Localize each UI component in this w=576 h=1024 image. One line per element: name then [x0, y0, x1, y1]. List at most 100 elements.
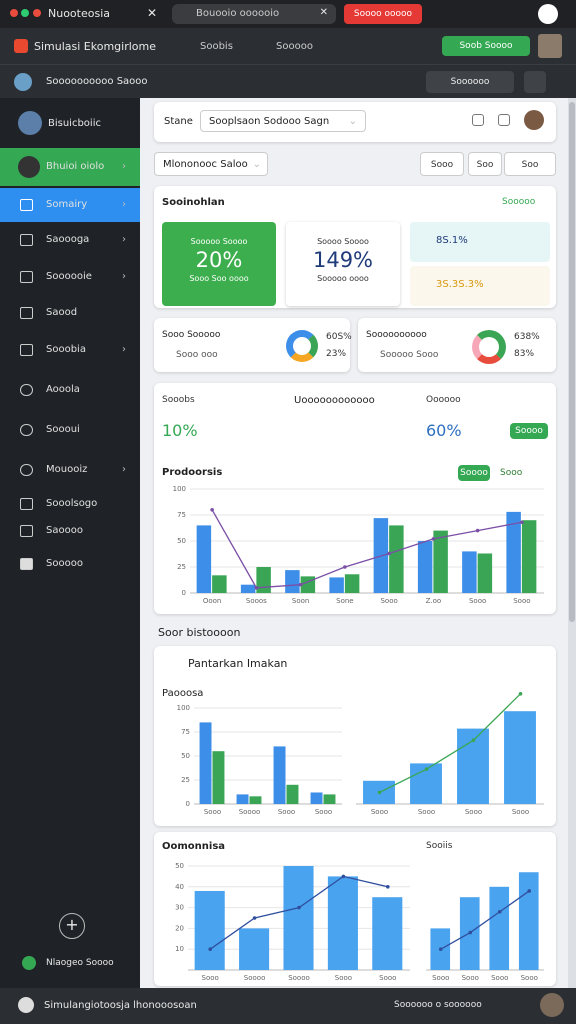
nav-item[interactable]: Bhuioi oiolo ›	[0, 148, 140, 186]
shape	[498, 114, 510, 126]
app-title: Simulasi Ekomgirlome	[34, 40, 157, 53]
shape	[10, 9, 18, 17]
label: Oooooo	[426, 395, 461, 405]
label: 83%	[514, 349, 535, 359]
label: Oomonnisa	[162, 841, 226, 852]
nav-item[interactable]: Aooola	[0, 373, 140, 407]
nav-item[interactable]: Saood	[0, 296, 140, 330]
tab[interactable]: Sooobs	[162, 395, 195, 405]
bar	[433, 530, 448, 593]
shape	[20, 271, 33, 283]
point	[518, 692, 523, 696]
label: 20%	[195, 248, 243, 272]
shape	[20, 464, 33, 476]
nav-item[interactable]: Sooooo	[0, 547, 140, 581]
chart-card: Sooobs Uoooooooooooo Oooooo 10% 60% Sooo…	[154, 383, 556, 614]
bar	[256, 567, 271, 593]
x-tick-label: Sooo	[465, 808, 482, 816]
y-tick-label: 40	[175, 883, 184, 891]
search-box[interactable]: Bouooio oooooio ✕	[172, 4, 336, 24]
label: Sooooo	[46, 558, 83, 569]
bar	[323, 794, 336, 804]
shape: ✕	[319, 7, 328, 18]
label: Saoooga	[46, 234, 90, 245]
shape	[472, 330, 506, 364]
x-tick-label: Soon	[292, 597, 309, 605]
shape: ›	[122, 464, 126, 475]
label: Sooo Soo oooo	[189, 274, 249, 283]
button[interactable]: Soo	[468, 152, 502, 176]
shape	[33, 9, 41, 17]
point	[341, 874, 346, 879]
tab[interactable]: Sooooo	[276, 41, 313, 52]
y-tick-label: 100	[177, 704, 190, 712]
point	[438, 947, 443, 951]
section-title: Soor bistoooon	[158, 626, 241, 639]
point	[208, 947, 212, 951]
bar	[212, 751, 225, 804]
shape: ›	[122, 161, 126, 172]
x-tick-label: Ooon	[203, 597, 222, 605]
point	[252, 916, 257, 920]
x-tick-label: Sooo	[432, 974, 449, 982]
nav-item[interactable]: Sooobia ›	[0, 333, 140, 367]
nav-item[interactable]: Saoooo	[0, 514, 140, 548]
button[interactable]: Soooo	[510, 423, 548, 439]
y-tick-label: 10	[175, 945, 184, 953]
button[interactable]: Soooooo	[426, 71, 514, 93]
button[interactable]: Soo	[504, 152, 556, 176]
nav-item[interactable]: Somairy ›	[0, 188, 140, 222]
shape	[20, 384, 33, 396]
x-tick-label: Sooo	[469, 597, 486, 605]
label: Sooiis	[426, 841, 453, 851]
shape	[18, 156, 40, 178]
nav-item[interactable]: Saoooga ›	[0, 223, 140, 257]
button[interactable]: Soob Soooo	[442, 36, 530, 56]
y-tick-label: 50	[181, 752, 190, 760]
select[interactable]: Sooplsaon Sodooo Sagn ⌄	[200, 110, 366, 132]
bar	[236, 794, 249, 804]
shape: ›	[122, 234, 126, 245]
shape	[20, 525, 33, 537]
shape	[20, 234, 33, 246]
bar	[285, 570, 300, 593]
bar	[196, 525, 212, 593]
sidebar-footer: Nlaogeo Soooo	[46, 958, 114, 968]
bar	[504, 711, 536, 804]
summary-card: Sooinohlan Sooooo Sooooo Soooo 20% Sooo …	[154, 186, 556, 308]
shape	[22, 956, 36, 970]
x-tick-label: Sooo	[371, 808, 388, 816]
toolbar: Stane Sooplsaon Sodooo Sagn ⌄	[154, 102, 556, 142]
nav-item[interactable]: Sooolsogo	[0, 487, 140, 521]
nav-item[interactable]: Soooui	[0, 413, 140, 447]
button[interactable]: Sooo	[420, 152, 464, 176]
shape: ⌄	[348, 116, 357, 127]
bar	[310, 792, 323, 804]
bar	[477, 553, 493, 593]
y-tick-label: 50	[175, 862, 184, 870]
shape	[20, 199, 33, 211]
nav-item[interactable]: Mouooiz ›	[0, 453, 140, 487]
x-tick-label: Sooo	[512, 808, 529, 816]
tab[interactable]: Uoooooooooooo	[294, 395, 375, 406]
chart: 10 20 30 40 50 Sooo Soooo Soooo Sooo Sooo	[175, 862, 410, 982]
x-tick-label: Soooo	[244, 974, 266, 982]
point	[424, 767, 429, 771]
label: 3S.3S.3%	[436, 279, 484, 290]
shape	[18, 111, 42, 135]
add-button[interactable]: +	[59, 913, 85, 939]
label: Sooobia	[46, 344, 86, 355]
donut-card: Sooo Sooooo Sooo ooo 60S% 23%	[154, 318, 352, 372]
shape	[20, 498, 33, 510]
label: 149%	[312, 248, 374, 272]
x-tick-label: Sooo	[335, 974, 352, 982]
tab[interactable]: Soobis	[200, 41, 233, 52]
button[interactable]: Soooo ooooo	[344, 4, 422, 24]
filter[interactable]: Mlononooc Saloo ⌄	[154, 152, 268, 176]
shape	[569, 102, 575, 622]
label: Mouooiz	[46, 464, 88, 475]
button[interactable]: Soooo	[458, 465, 490, 481]
point	[254, 586, 259, 590]
nav-item[interactable]: Soooooie ›	[0, 260, 140, 294]
